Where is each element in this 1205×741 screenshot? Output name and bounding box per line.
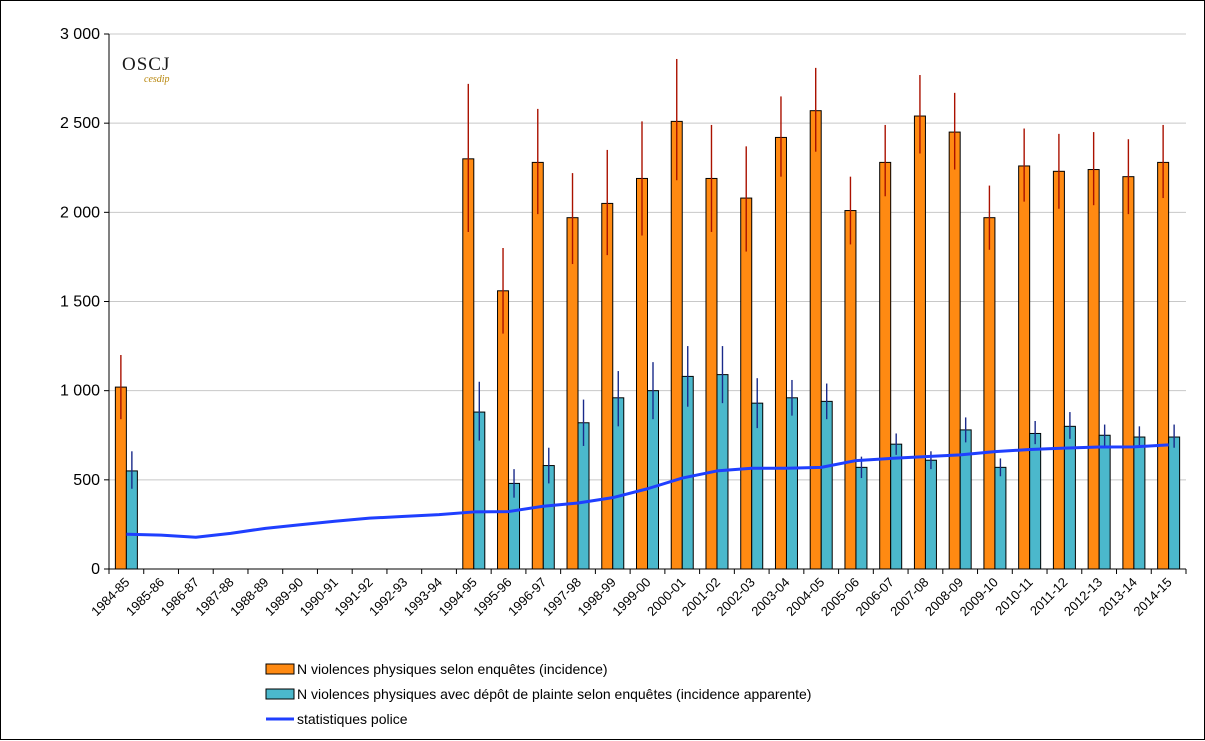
bar-series-b (1133, 436, 1146, 570)
logo: OSCJ cesdip (122, 54, 170, 85)
bar-series-a (1157, 161, 1170, 570)
bar-series-a (566, 217, 579, 570)
y-tick-label: 2 500 (60, 115, 100, 132)
bar-series-b (959, 429, 972, 570)
bar-series-b (1029, 432, 1042, 570)
legend-label-series-line: statistiques police (297, 711, 408, 727)
bar-series-a (636, 177, 648, 570)
bar-series-b (994, 466, 1007, 570)
bar-series-a (601, 202, 614, 570)
bar-series-a (705, 177, 718, 570)
bar-series-b (855, 466, 868, 570)
logo-main-text: OSCJ (122, 54, 170, 75)
legend-swatch-series-b (265, 688, 295, 700)
bar-series-a (1122, 176, 1135, 570)
y-tick-label: 2 000 (60, 204, 100, 221)
bar-series-a (809, 110, 822, 570)
legend-label-series-b: N violences physiques avec dépôt de plai… (297, 686, 811, 702)
bar-series-a (740, 197, 753, 570)
x-tick-label: 2010-11 (992, 575, 1036, 619)
bar-series-a (1052, 170, 1065, 570)
x-tick-label: 2009-10 (957, 575, 1001, 619)
line-series-police (126, 443, 1169, 539)
legend-label-series-a: N violences physiques selon enquêtes (in… (297, 661, 608, 677)
bar-series-a (670, 120, 683, 570)
y-tick-label: 500 (73, 472, 100, 489)
bar-series-a (1018, 165, 1031, 570)
bar-series-b (890, 443, 903, 570)
line-layer (126, 443, 1169, 539)
y-tick-label: 1 000 (60, 383, 100, 400)
bar-series-a (1087, 169, 1100, 570)
bar-layer (114, 58, 1181, 570)
bar-series-a (774, 136, 787, 570)
y-tick-label: 3 000 (60, 26, 100, 43)
bar-series-a (983, 217, 996, 570)
bar-series-b (1098, 434, 1111, 570)
bar-series-b (785, 397, 798, 570)
x-tick-label: 2014-15 (1130, 575, 1174, 619)
bar-series-a (948, 131, 961, 570)
bar-series-a (913, 115, 926, 570)
logo-sub-text: cesdip (144, 74, 170, 85)
legend: N violences physiques selon enquêtes (in… (265, 661, 811, 727)
bar-series-b (820, 400, 833, 570)
bar-series-a (844, 210, 857, 570)
y-tick-label: 1 500 (60, 294, 100, 311)
bar-series-b (924, 459, 937, 570)
y-tick-label: 0 (91, 561, 100, 578)
legend-swatch-series-a (265, 663, 295, 675)
bar-series-a (879, 161, 892, 570)
bar-series-b (1168, 436, 1181, 570)
